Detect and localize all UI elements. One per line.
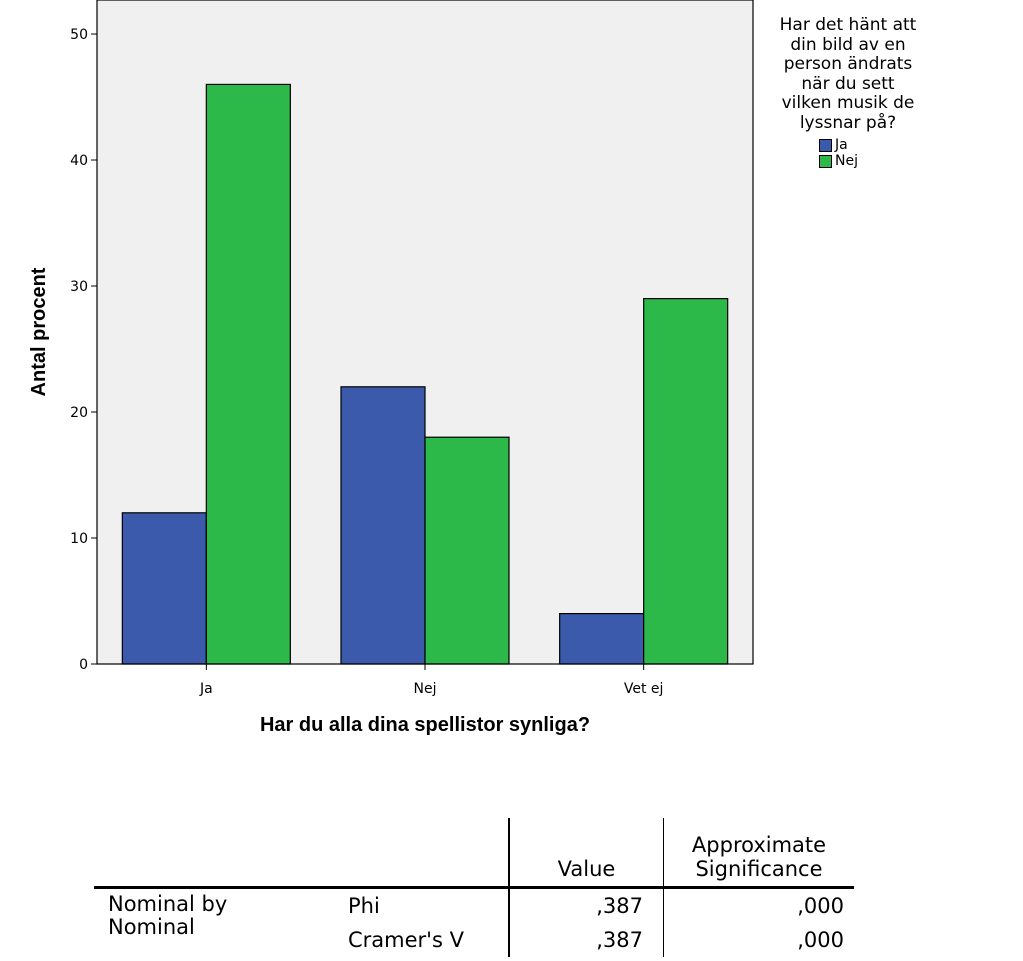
header-value: Value <box>508 818 664 888</box>
bar-ja-nej <box>340 386 426 665</box>
row-label-phi: Phi <box>348 886 509 923</box>
legend-label-ja: Ja <box>835 137 848 153</box>
legend-swatch-ja <box>819 138 832 152</box>
bar-nej-vet-ej <box>643 298 729 665</box>
y-tick-label: 20 <box>70 405 88 421</box>
legend-item-ja: Ja <box>819 137 941 153</box>
legend-label-nej: Nej <box>835 153 858 169</box>
group-label: Nominal by Nominal <box>94 886 348 957</box>
header-significance: Approximate Significance <box>663 818 854 888</box>
y-tick-label: 30 <box>70 279 88 295</box>
x-tick-label: Vet ej <box>624 681 664 697</box>
legend-title: Har det hänt att din bild av en person ä… <box>779 15 917 133</box>
bar-ja-ja <box>121 512 207 665</box>
row-value-phi: ,387 <box>508 886 664 923</box>
bar-chart: 0 10 20 30 40 50 Ja Nej Vet ej Har du alla dina s… <box>28 0 754 736</box>
bar-nej-ja <box>205 83 291 665</box>
y-tick-label: 0 <box>79 657 88 673</box>
table-row: Cramer's V ,387 ,000 <box>94 923 854 957</box>
x-tick-label: Nej <box>414 681 437 697</box>
legend-items: Ja Nej <box>819 137 941 169</box>
bar-nej-nej <box>424 436 510 665</box>
legend-item-nej: Nej <box>819 153 941 169</box>
row-value-cramers-v: ,387 <box>508 923 664 957</box>
x-tick-label: Ja <box>199 681 213 697</box>
y-axis-label: Antal procent <box>28 267 50 396</box>
table-row: Nominal by Nominal Phi ,387 ,000 <box>94 886 854 957</box>
y-tick-label: 10 <box>70 531 88 547</box>
row-label-cramers-v: Cramer's V <box>348 928 464 952</box>
chart-legend: Har det hänt att din bild av en person ä… <box>755 15 941 169</box>
y-tick-label: 40 <box>70 153 88 169</box>
x-axis-label: Har du alla dina spellistor synliga? <box>260 714 590 736</box>
row-significance-cramers-v: ,000 <box>663 923 854 957</box>
row-significance-phi: ,000 <box>663 886 854 923</box>
y-tick-label: 50 <box>70 27 88 43</box>
plot-frame <box>96 0 754 665</box>
bar-ja-vet-ej <box>559 613 645 665</box>
statistics-table: Value Approximate Significance Nominal b… <box>94 818 854 957</box>
legend-swatch-nej <box>819 154 832 168</box>
